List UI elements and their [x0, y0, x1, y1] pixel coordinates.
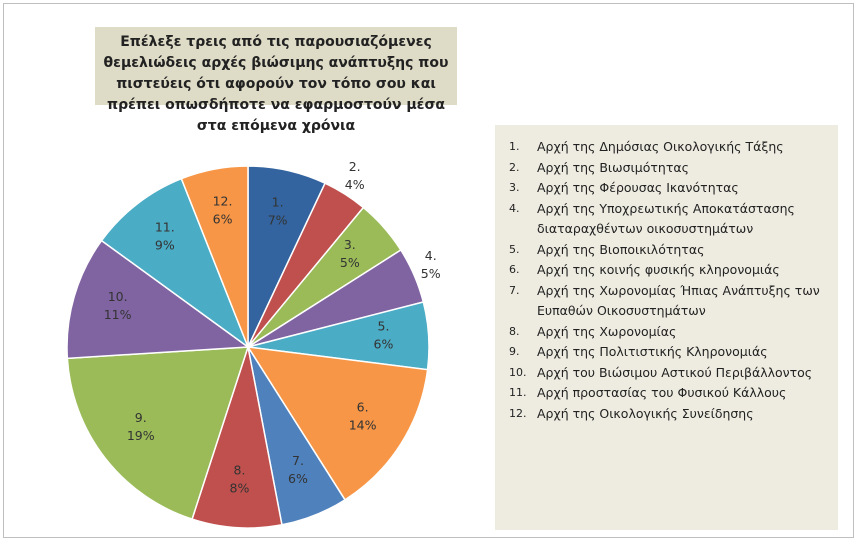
legend-label: Αρχή της Βιωσιμότητας — [537, 159, 689, 175]
slice-category: 5. — [378, 318, 390, 333]
legend-number: 7. — [509, 283, 520, 297]
slice-label: 1. 7% — [268, 195, 288, 228]
legend-label: Αρχή του Βιώσιμου Αστικού Περιβάλλοντος — [537, 364, 813, 380]
slice-label: 4. 5% — [421, 248, 441, 281]
slice-category: 6. — [357, 400, 369, 415]
legend-entry: 9. Αρχή της Πολιτιστικής Κληρονομιάς — [509, 342, 828, 363]
slice-label: 7. 6% — [288, 453, 308, 486]
pie-slice — [100, 177, 250, 350]
slice-label: 11. 9% — [155, 220, 175, 253]
slice-value: 8% — [230, 480, 250, 495]
slice-category: 9. — [135, 410, 147, 425]
legend-label: Αρχή προστασίας του Φυσικού Κάλλους — [537, 385, 787, 400]
slice-value: 19% — [127, 428, 155, 443]
legend-entry: 12. Αρχή της Οικολογικής Συνείδησης — [509, 404, 828, 425]
legend-entry: 7. Αρχή της Χωρονομίας Ήπιας Ανάπτυξης τω… — [509, 281, 828, 322]
slice-value: 5% — [340, 255, 360, 270]
slice-category: 4. — [425, 248, 437, 263]
legend-entry: 2. Αρχή της Βιωσιμότητας — [509, 158, 828, 179]
legend-label: Αρχή της Πολιτιστικής Κληρονομιάς — [537, 344, 768, 359]
legend-number: 8. — [509, 324, 520, 338]
legend-label: Αρχή της Βιοποικιλότητας — [537, 241, 705, 257]
legend-entry: 1. Αρχή της Δημόσιας Οικολογικής Τάξης — [509, 137, 828, 158]
slice-label: 10. 11% — [104, 289, 132, 322]
slice-category: 8. — [234, 462, 246, 477]
slice-category: 10. — [108, 289, 128, 304]
legend-entry: 6. Αρχή της κοινής φυσικής κληρονομιάς — [509, 260, 828, 281]
legend-label: Αρχή της Χωρονομίας — [537, 323, 677, 339]
slice-category: 1. — [272, 195, 284, 210]
legend-number: 5. — [509, 242, 520, 256]
slice-category: 7. — [292, 453, 304, 468]
legend-entry: 3. Αρχή της Φέρουσας Ικανότητας — [509, 178, 828, 199]
legend-entry: 11. Αρχή προστασίας του Φυσικού Κάλλους — [509, 383, 828, 404]
slice-label: 12. 6% — [213, 194, 233, 227]
slice-value: 9% — [155, 238, 175, 253]
legend-number: 12. — [509, 406, 527, 420]
slice-label: 8. 8% — [230, 462, 250, 495]
slice-category: 3. — [344, 237, 356, 252]
legend-number: 11. — [509, 386, 527, 399]
slice-value: 11% — [104, 307, 132, 322]
legend-label: Αρχή της Υποχρεωτικής Αποκατάστασης διατ… — [537, 200, 795, 237]
slice-value: 6% — [288, 471, 308, 486]
slice-label: 6. 14% — [349, 400, 377, 433]
slice-category: 2. — [349, 159, 361, 174]
pie-slice — [66, 346, 250, 521]
legend: 1. Αρχή της Δημόσιας Οικολογικής Τάξης 2. Α… — [495, 125, 838, 530]
legend-number: 10. — [509, 365, 527, 379]
slice-label: 2. 4% — [345, 159, 365, 192]
legend-entry: 8. Αρχή της Χωρονομίας — [509, 322, 828, 343]
legend-number: 9. — [509, 345, 520, 358]
legend-label: Αρχή της Χωρονομίας Ήπιας Ανάπτυξης των … — [537, 282, 820, 319]
slice-value: 4% — [345, 177, 365, 192]
slice-value: 6% — [213, 212, 233, 227]
legend-number: 3. — [509, 181, 520, 194]
slice-label: 3. 5% — [340, 237, 360, 270]
legend-entry: 4. Αρχή της Υποχρεωτικής Αποκατάστασης δι… — [509, 199, 828, 240]
pie-slice — [191, 346, 283, 529]
legend-label: Αρχή της Φέρουσας Ικανότητας — [537, 180, 739, 195]
pie-slice — [246, 346, 429, 501]
pie-slice — [180, 165, 249, 348]
slice-value: 6% — [374, 336, 394, 351]
slice-label: 5. 6% — [374, 318, 394, 351]
slice-value: 7% — [268, 213, 288, 228]
pie-slice — [66, 239, 251, 360]
slice-category: 12. — [213, 194, 233, 209]
chart-title: Επέλεξε τρεις από τις παρουσιαζόμενες θε… — [95, 27, 457, 134]
legend-entry: 5. Αρχή της Βιοποικιλότητας — [509, 240, 828, 261]
legend-label: Αρχή της Δημόσιας Οικολογικής Τάξης — [537, 139, 784, 154]
chart-frame — [3, 3, 854, 538]
legend-label: Αρχή της Οικολογικής Συνείδησης — [537, 405, 754, 421]
legend-number: 4. — [509, 201, 520, 215]
legend-entry: 10. Αρχή του Βιώσιμου Αστικού Περιβάλλοντ… — [509, 363, 828, 384]
legend-number: 6. — [509, 263, 520, 276]
legend-number: 2. — [509, 160, 520, 174]
legend-label: Αρχή της κοινής φυσικής κληρονομιάς — [537, 262, 780, 277]
slice-label: 9. 19% — [127, 410, 155, 443]
slice-value: 14% — [349, 418, 377, 433]
legend-number: 1. — [509, 140, 520, 153]
slice-category: 11. — [155, 220, 175, 235]
slice-value: 5% — [421, 266, 441, 281]
